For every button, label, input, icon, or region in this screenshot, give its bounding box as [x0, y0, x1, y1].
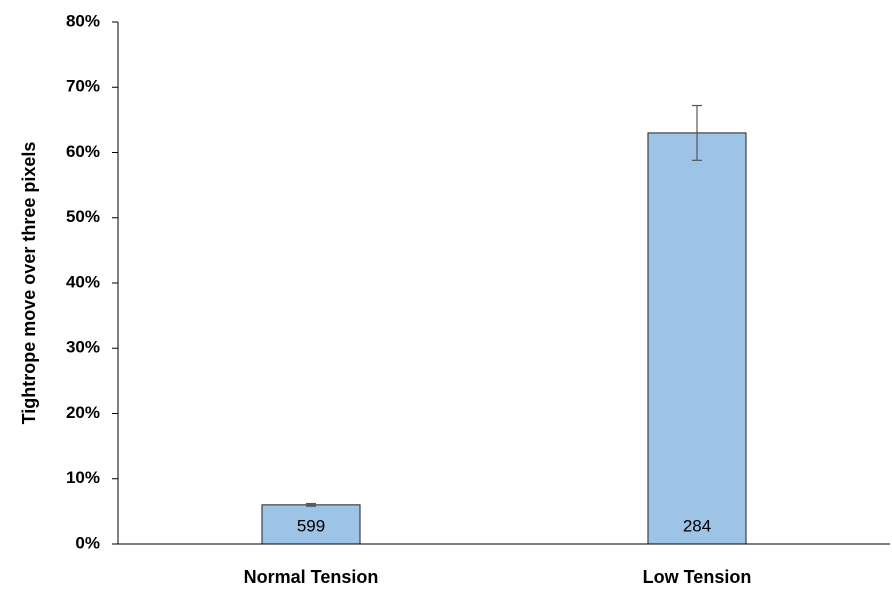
y-tick-label: 40%: [66, 272, 100, 291]
bar: [647, 132, 747, 545]
error-bar: [692, 104, 702, 161]
y-tick-label: 30%: [66, 338, 100, 357]
y-tick-label: 60%: [66, 142, 100, 161]
y-tick-label: 70%: [66, 77, 100, 96]
x-tick-label: Low Tension: [643, 567, 752, 587]
y-tick-label: 20%: [66, 403, 100, 422]
count-label: 599: [297, 516, 325, 535]
x-tick-label: Normal Tension: [244, 567, 379, 587]
y-tick-label: 80%: [66, 11, 100, 30]
error-bar: [306, 502, 316, 507]
y-axis-label: Tightrope move over three pixels: [19, 142, 39, 425]
y-tick-label: 10%: [66, 468, 100, 487]
y-tick-label: 50%: [66, 207, 100, 226]
count-label: 284: [683, 516, 711, 535]
y-tick-label: 0%: [75, 533, 100, 552]
